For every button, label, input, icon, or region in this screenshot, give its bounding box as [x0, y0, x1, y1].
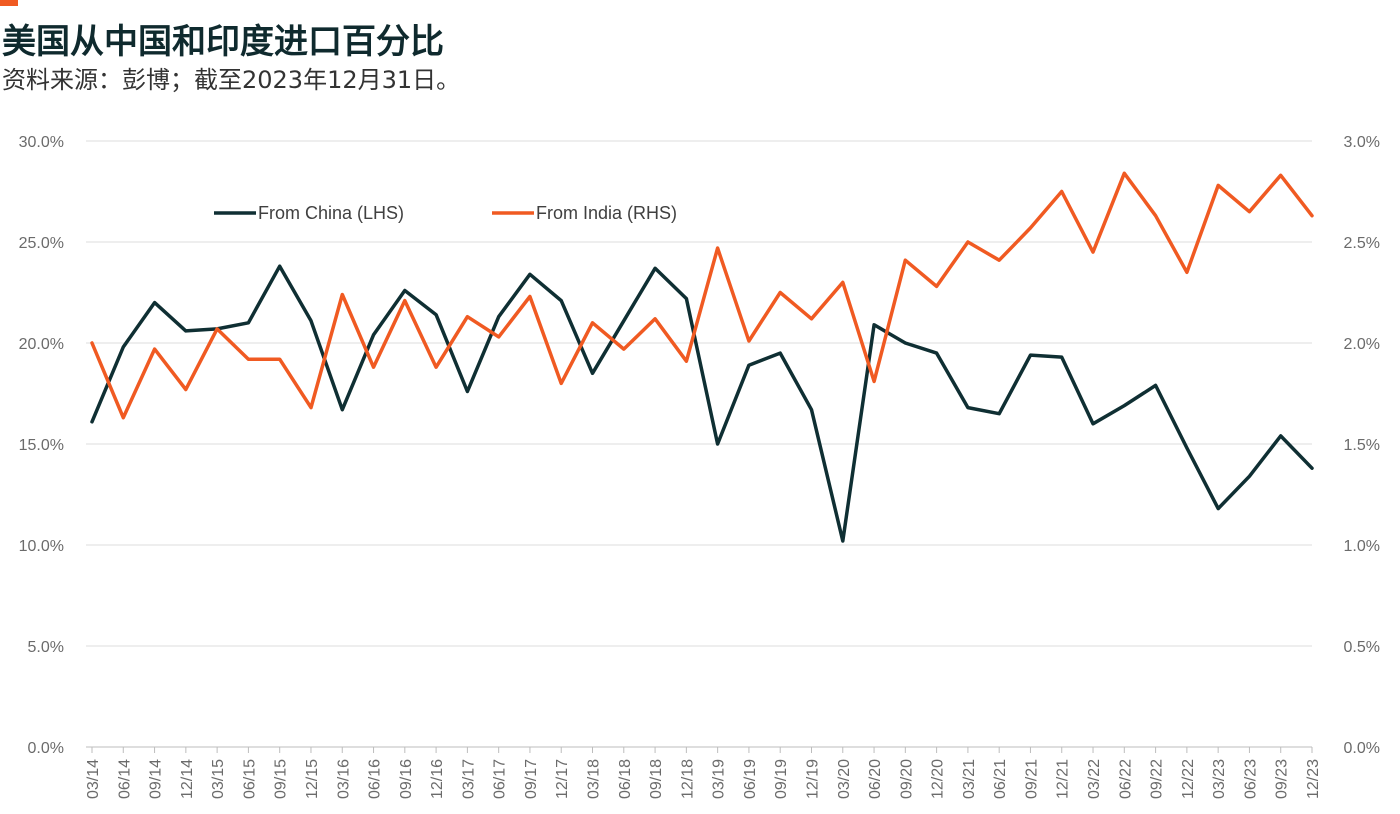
y-right-tick-label: 0.5%: [1344, 639, 1380, 656]
chart-title: 美国从中国和印度进口百分比: [2, 22, 444, 62]
x-tick-label: 09/15: [273, 759, 290, 799]
x-tick-label: 03/22: [1086, 759, 1103, 799]
x-tick-label: 03/18: [586, 759, 603, 799]
legend-label-china: From China (LHS): [258, 203, 404, 223]
x-tick-label: 12/18: [679, 759, 696, 799]
y-right-tick-label: 0.0%: [1344, 740, 1380, 757]
x-tick-label: 12/20: [930, 759, 947, 799]
x-tick-label: 09/19: [773, 759, 790, 799]
y-right-tick-label: 2.5%: [1344, 235, 1380, 252]
y-left-tick-label: 15.0%: [19, 437, 64, 454]
legend: From China (LHS) From India (RHS): [214, 203, 677, 223]
chart-subtitle: 资料来源：彭博；截至2023年12月31日。: [2, 66, 461, 94]
accent-bar: [0, 0, 18, 6]
x-tick-label: 09/21: [1023, 759, 1040, 799]
x-tick-label: 09/14: [148, 759, 165, 799]
x-tick-label: 03/21: [961, 759, 978, 799]
x-tick-label: 09/18: [648, 759, 665, 799]
x-tick-label: 09/16: [398, 759, 415, 799]
x-tick-label: 12/22: [1180, 759, 1197, 799]
x-tick-label: 03/17: [460, 759, 477, 799]
gridlines: [86, 140, 1312, 748]
y-left-tick-label: 0.0%: [28, 740, 64, 757]
x-tick-label: 03/15: [210, 759, 227, 799]
x-tick-label: 09/20: [898, 759, 915, 799]
y-left-tick-label: 25.0%: [19, 235, 64, 252]
y-right-tick-label: 1.0%: [1344, 538, 1380, 555]
x-tick-label: 09/23: [1274, 759, 1291, 799]
x-tick-label: 03/19: [711, 759, 728, 799]
x-tick-label: 12/15: [304, 759, 321, 799]
x-tick-label: 12/21: [1055, 759, 1072, 799]
x-tick-label: 12/19: [804, 759, 821, 799]
x-tick-label: 03/14: [85, 759, 102, 799]
x-tick-label: 06/18: [617, 759, 634, 799]
x-tick-label: 12/17: [554, 759, 571, 799]
y-left-tick-label: 5.0%: [28, 639, 64, 656]
x-tick-label: 09/17: [523, 759, 540, 799]
legend-label-india: From India (RHS): [536, 203, 677, 223]
series-line-india: [90, 171, 1314, 420]
x-tick-label: 09/22: [1149, 759, 1166, 799]
x-tick-label: 06/22: [1117, 759, 1134, 799]
x-tick-label: 06/21: [992, 759, 1009, 799]
y-left-tick-label: 10.0%: [19, 538, 64, 555]
axes: 0.0% 0.0% 5.0% 0.5% 10.0% 1.0% 15.0% 1.5% 20.0% 2…: [19, 134, 1380, 799]
series-lines: [90, 171, 1314, 543]
x-tick-label: 12/23: [1305, 759, 1322, 799]
x-tick-label: 03/20: [836, 759, 853, 799]
x-tick-label: 06/20: [867, 759, 884, 799]
x-tick-label: 06/15: [241, 759, 258, 799]
y-right-tick-label: 3.0%: [1344, 134, 1380, 151]
x-tick-label: 06/14: [116, 759, 133, 799]
y-left-tick-label: 20.0%: [19, 336, 64, 353]
y-left-tick-label: 30.0%: [19, 134, 64, 151]
x-tick-label: 06/19: [742, 759, 759, 799]
series-line-china: [90, 264, 1314, 543]
x-tick-label: 03/16: [335, 759, 352, 799]
y-right-tick-label: 2.0%: [1344, 336, 1380, 353]
x-tick-label: 03/23: [1211, 759, 1228, 799]
x-tick-label: 12/16: [429, 759, 446, 799]
y-right-tick-label: 1.5%: [1344, 437, 1380, 454]
x-tick-label: 06/23: [1242, 759, 1259, 799]
x-tick-label: 06/16: [367, 759, 384, 799]
x-tick-label: 06/17: [492, 759, 509, 799]
x-tick-label: 12/14: [179, 759, 196, 799]
